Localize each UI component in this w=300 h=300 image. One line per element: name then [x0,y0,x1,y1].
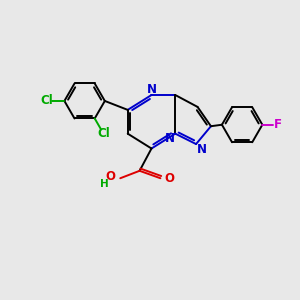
Text: O: O [106,170,116,183]
Text: F: F [274,118,282,131]
Text: N: N [196,142,206,156]
Text: Cl: Cl [40,94,53,107]
Text: N: N [146,83,157,97]
Text: H: H [100,178,109,189]
Text: N: N [165,132,175,145]
Text: Cl: Cl [97,128,110,140]
Text: O: O [164,172,174,185]
